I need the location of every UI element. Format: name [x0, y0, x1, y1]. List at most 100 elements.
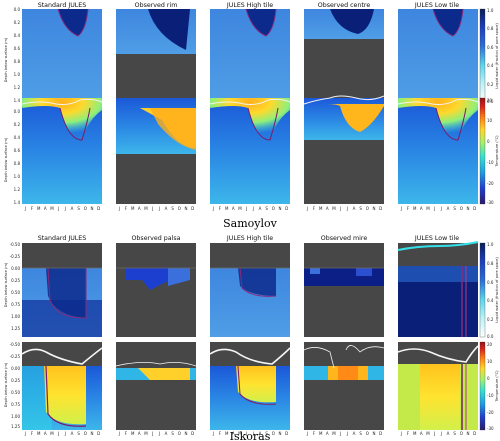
cbar-tick: 1.0: [487, 8, 494, 13]
month-tick-label: J: [339, 431, 341, 436]
month-tick-label: F: [31, 206, 34, 211]
samoylov-temp-panels: [21, 95, 479, 204]
panel-title: Observed palsa: [131, 235, 180, 242]
colorbar-label: Temperature (°C): [495, 370, 499, 403]
ytick: 0.75: [11, 302, 20, 307]
samoylov-panel-titles: Standard JULES Observed rim JULES High t…: [38, 2, 460, 9]
month-tick-label: M: [37, 431, 41, 436]
ytick: 0.25: [11, 378, 20, 383]
month-tick-label: J: [118, 206, 120, 211]
ytick: 1.2: [14, 85, 21, 90]
month-tick-label: N: [373, 206, 376, 211]
heatmap-panel: [21, 98, 103, 204]
month-tick-label: D: [97, 431, 100, 436]
panel-title: Observed rim: [135, 2, 178, 9]
samoylov-temp-yticks: 0.0 0.2 0.4 0.6 0.8 1.0 1.2 1.4: [14, 109, 21, 205]
month-tick-label: A: [353, 206, 356, 211]
month-tick-label: A: [326, 431, 329, 436]
month-tick-label: A: [259, 206, 262, 211]
cbar-tick: 0.0: [487, 334, 494, 339]
month-tick-label: A: [44, 431, 47, 436]
cbar-tick: 0.2: [487, 317, 494, 322]
ytick: 0.50: [11, 390, 20, 395]
month-tick-label: O: [460, 431, 463, 436]
month-tick-label: J: [57, 431, 59, 436]
ytick: 0.4: [14, 33, 21, 38]
month-tick-label: S: [359, 206, 362, 211]
month-tick-label: A: [71, 206, 74, 211]
cbar-tick: 20: [487, 342, 493, 347]
ytick: 0.25: [11, 278, 20, 283]
iskoras-liquid-ylabel: Depth below surface (m): [4, 262, 8, 307]
colorbar-label: Liquid water (fraction of pore space): [495, 23, 499, 89]
heatmap-panel: [209, 342, 291, 430]
heatmap-panel: [304, 9, 384, 102]
heatmap-panel: [22, 243, 102, 337]
month-tick-label: J: [57, 206, 59, 211]
month-tick-label: A: [232, 206, 235, 211]
cbar-tick: -30: [487, 426, 494, 431]
ytick: 0.4: [14, 135, 21, 140]
ytick: 0.2: [14, 20, 21, 25]
month-tick-label: A: [44, 206, 47, 211]
month-tick-label: J: [306, 431, 308, 436]
site-title-iskoras: Iskoras: [230, 430, 271, 441]
iskoras-temp-yticks: -0.50 -0.25 0.00 0.25 0.50 0.75 1.00 1.2…: [10, 342, 21, 429]
month-tick-label: N: [467, 431, 470, 436]
month-tick-label: J: [346, 431, 348, 436]
samoylov-liquid-ylabel: Depth below surface (m): [4, 37, 8, 82]
month-tick-label: M: [413, 431, 417, 436]
month-tick-label: O: [366, 431, 369, 436]
month-tick-label: S: [171, 431, 174, 436]
cbar-tick: 10: [487, 359, 493, 364]
month-tick-label: S: [265, 206, 268, 211]
month-tick-label: F: [219, 206, 222, 211]
iskoras-panel-titles: Standard JULES Observed palsa JULES High…: [38, 235, 460, 242]
month-tick-label: M: [50, 431, 54, 436]
heatmap-panel: [304, 243, 384, 337]
month-tick-label: A: [353, 431, 356, 436]
month-tick-label: A: [232, 431, 235, 436]
month-tick-label: M: [426, 431, 430, 436]
month-tick-label: J: [433, 431, 435, 436]
ytick: 0.6: [14, 148, 21, 153]
ytick: 0.00: [11, 266, 20, 271]
month-tick-label: O: [178, 431, 181, 436]
heatmap-panel: [303, 95, 385, 204]
samoylov-temp-row: Depth below surface (m) 0.0 0.2 0.4 0.6 …: [4, 109, 20, 205]
samoylov-temp-ylabel: Depth below surface (m): [4, 137, 8, 182]
month-tick-label: A: [420, 206, 423, 211]
panel-title: JULES Low tile: [414, 235, 459, 242]
month-tick-label: J: [24, 431, 26, 436]
heatmap-panel: [116, 98, 196, 204]
iskoras-temp-panels: [21, 342, 479, 430]
month-tick-label: J: [400, 206, 402, 211]
month-tick-label: M: [332, 431, 336, 436]
samoylov-liquid-colorbar: 1.0 0.8 0.6 0.4 0.2 0.0 Liquid water (fr…: [479, 8, 499, 104]
month-tick-label: J: [158, 206, 160, 211]
iskoras-liquid-panels: [22, 241, 479, 337]
month-tick-label: N: [185, 431, 188, 436]
panel-title: JULES High tile: [226, 2, 273, 9]
month-tick-label: J: [245, 431, 247, 436]
month-tick-label: D: [285, 431, 288, 436]
month-tick-label: J: [400, 431, 402, 436]
heatmap-panel: [210, 243, 290, 337]
month-tick-label: F: [125, 431, 128, 436]
ytick: 1.25: [11, 326, 20, 331]
month-tick-label: A: [259, 431, 262, 436]
panel-title: JULES High tile: [226, 235, 273, 242]
ytick: 1.00: [11, 314, 20, 319]
month-tick-label: A: [138, 206, 141, 211]
month-tick-label: J: [440, 206, 442, 211]
month-tick-label: F: [219, 431, 222, 436]
month-tick-label: F: [125, 206, 128, 211]
cbar-tick: 0.4: [487, 63, 494, 68]
month-tick-label: N: [467, 206, 470, 211]
iskoras-liquid-colorbar: 1.0 0.8 0.6 0.4 0.2 0.0 Liquid water (fr…: [479, 242, 499, 339]
cbar-tick: 0: [487, 139, 490, 144]
panel-title: Observed mire: [321, 235, 368, 242]
heatmap-panel: [115, 342, 197, 430]
month-tick-label: M: [238, 431, 242, 436]
